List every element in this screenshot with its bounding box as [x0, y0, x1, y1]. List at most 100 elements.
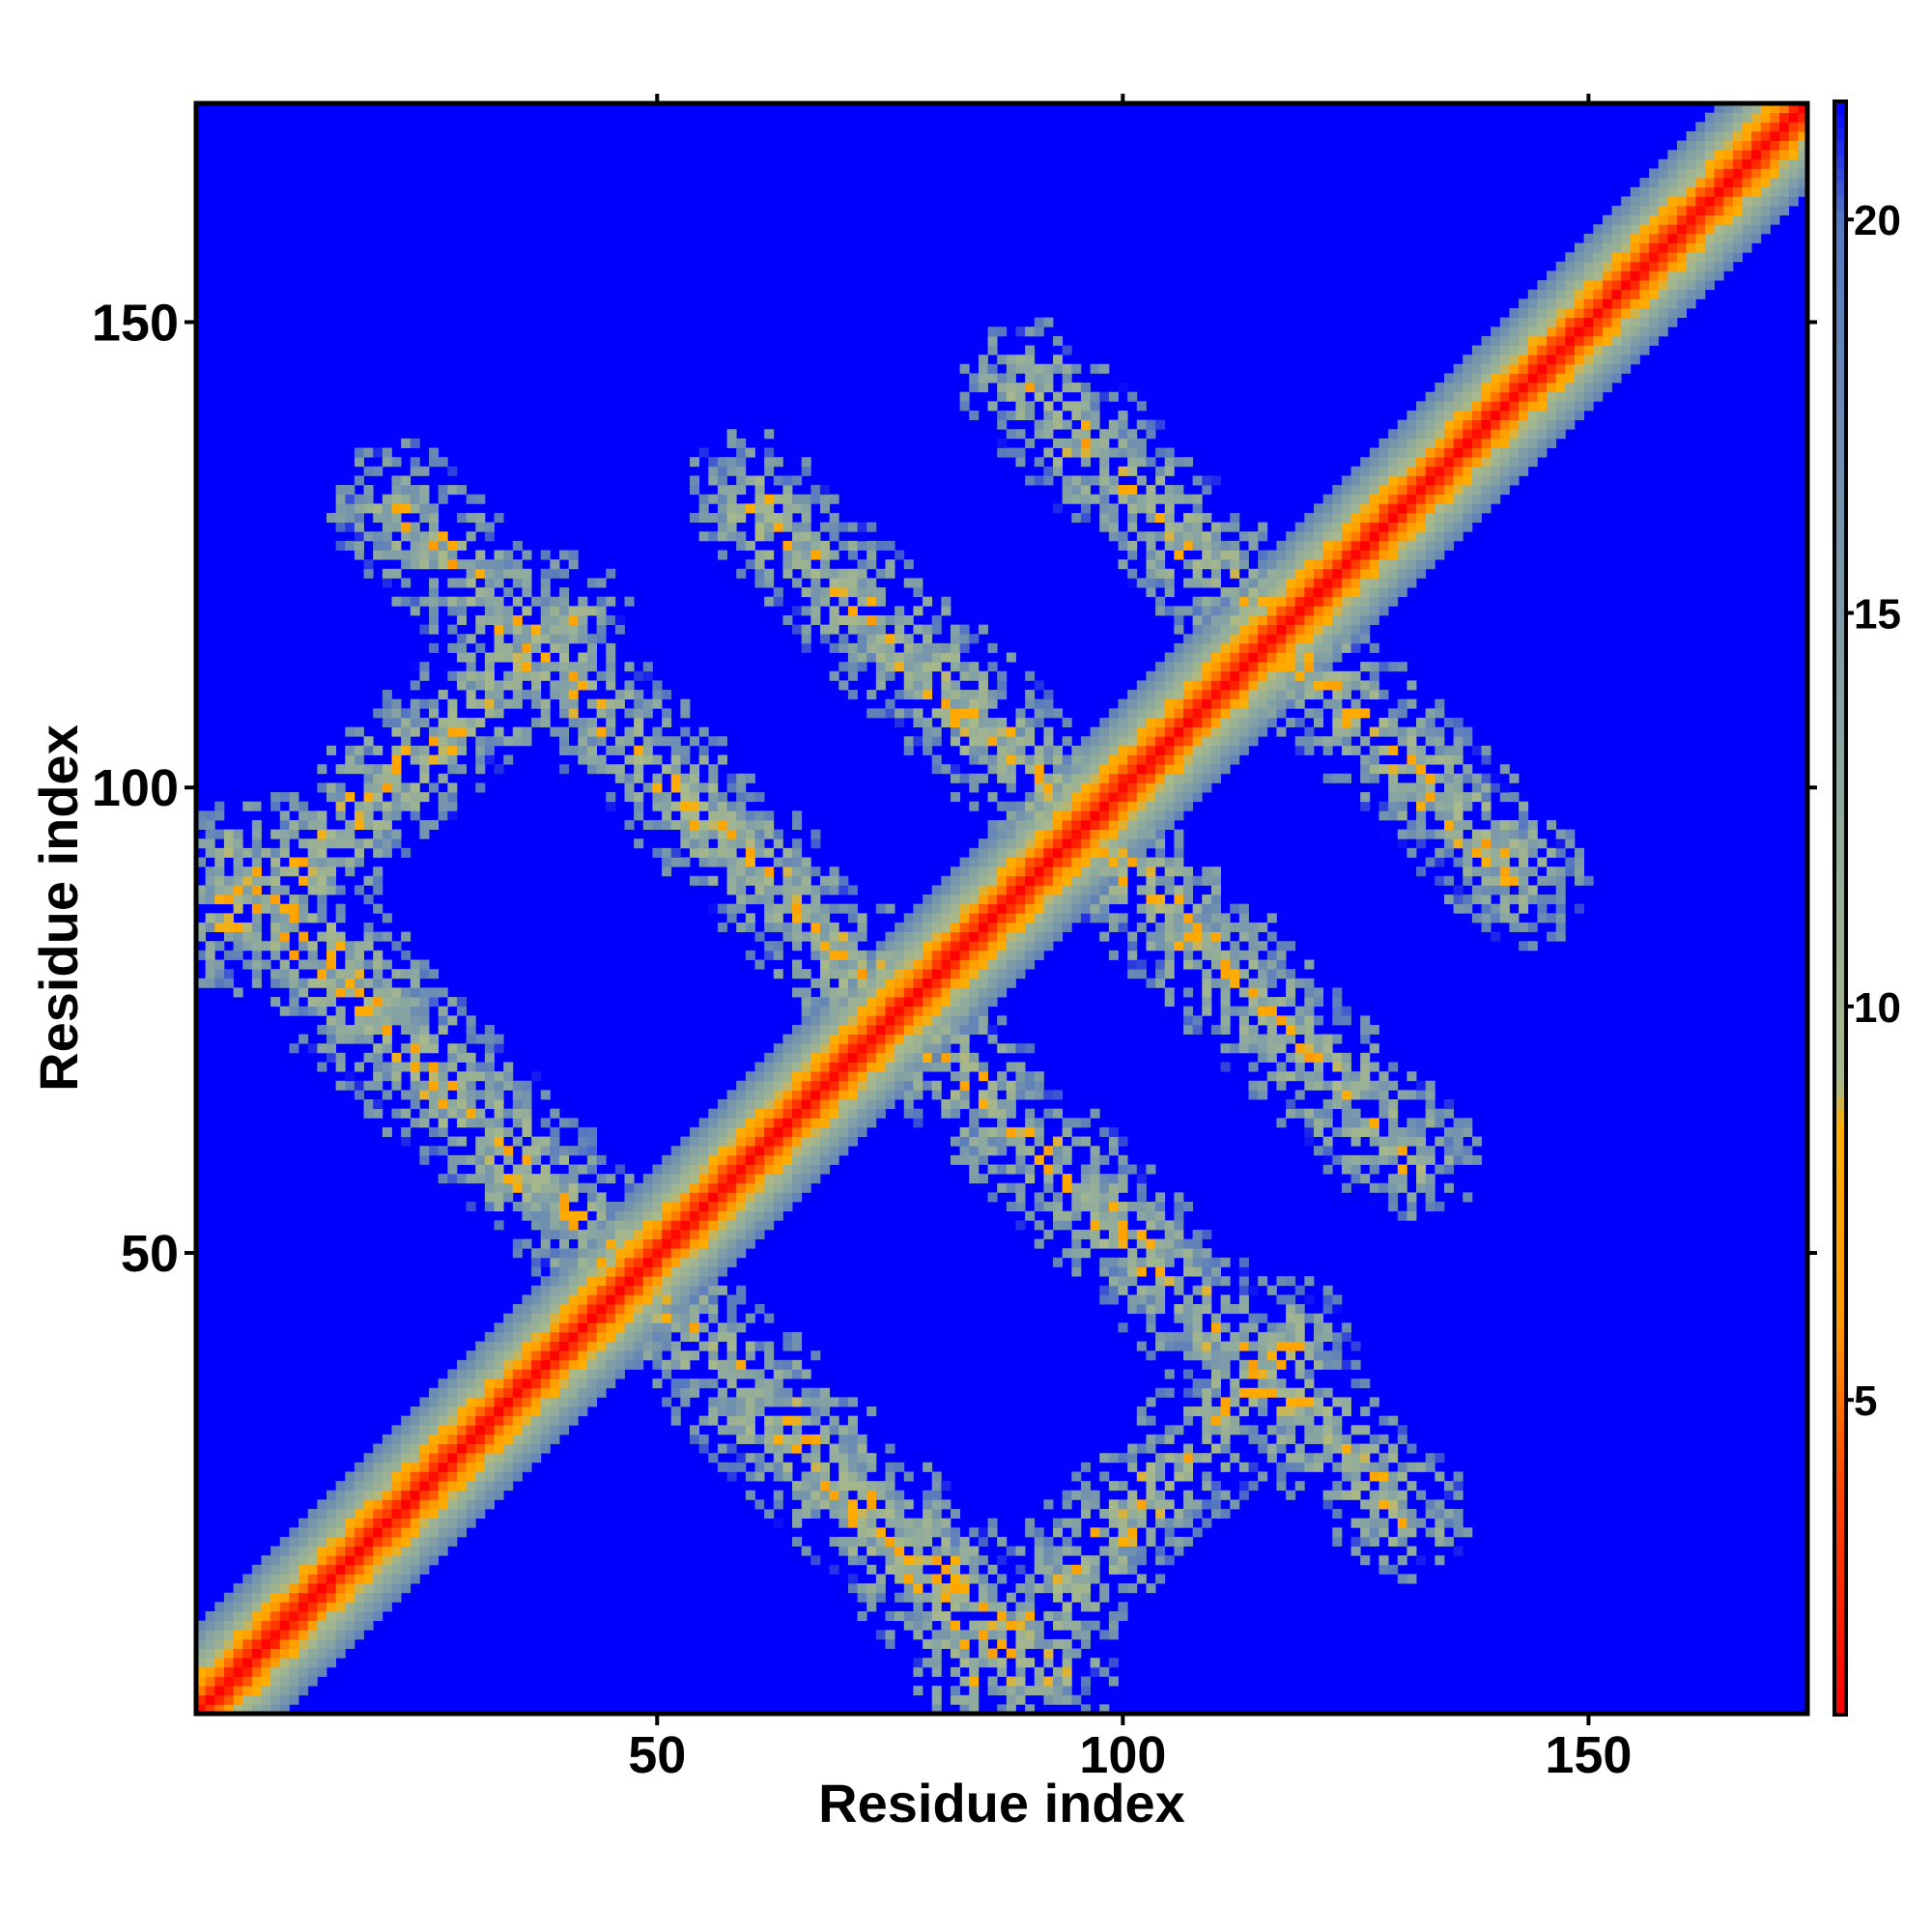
heatmap-cell — [1006, 903, 1016, 914]
heatmap-cell — [1146, 867, 1156, 877]
heatmap-cell — [1053, 1154, 1064, 1165]
heatmap-cell — [1071, 875, 1082, 886]
heatmap-cell — [997, 847, 1008, 858]
heatmap-cell — [923, 969, 933, 980]
heatmap-cell — [1136, 1341, 1147, 1351]
heatmap-cell — [270, 997, 281, 1008]
heatmap-cell — [1136, 922, 1147, 932]
heatmap-cell — [345, 959, 355, 970]
heatmap-cell — [773, 922, 783, 932]
heatmap-cell — [810, 997, 821, 1008]
heatmap-cell — [419, 1481, 430, 1492]
heatmap-cell — [298, 1638, 309, 1649]
heatmap-cell — [923, 596, 933, 607]
heatmap-cell — [522, 624, 532, 635]
heatmap-cell — [950, 987, 961, 998]
heatmap-cell — [819, 1136, 831, 1147]
heatmap-cell — [978, 1146, 988, 1156]
heatmap-cell — [662, 764, 672, 775]
heatmap-cell — [410, 1546, 420, 1556]
heatmap-cell — [717, 1192, 727, 1203]
heatmap-cell — [680, 801, 691, 811]
heatmap-cell — [1043, 1574, 1054, 1584]
heatmap-cell — [1034, 1546, 1044, 1556]
heatmap-cell — [634, 1331, 644, 1342]
heatmap-cell — [829, 1118, 839, 1128]
heatmap-cell — [792, 959, 803, 970]
heatmap-cell — [923, 1024, 933, 1035]
heatmap-cell — [736, 475, 747, 486]
heatmap-cell — [410, 1425, 420, 1435]
heatmap-cell — [652, 1182, 663, 1193]
heatmap-cell — [531, 1322, 542, 1333]
heatmap-cell — [857, 1062, 867, 1072]
heatmap-cell — [698, 754, 709, 765]
heatmap-cell — [354, 1499, 364, 1510]
heatmap-cell — [578, 662, 588, 672]
heatmap-cell — [819, 903, 831, 914]
heatmap-cell — [708, 512, 719, 524]
heatmap-cell — [475, 1406, 486, 1417]
heatmap-cell — [1006, 652, 1016, 663]
heatmap-cell — [773, 969, 783, 980]
heatmap-cell — [867, 1006, 877, 1016]
heatmap-cell — [522, 662, 532, 672]
heatmap-cell — [596, 1276, 607, 1287]
heatmap-cell — [233, 1676, 243, 1687]
heatmap-cell — [335, 1574, 346, 1584]
heatmap-cell — [997, 857, 1008, 867]
heatmap-cell — [717, 1266, 727, 1277]
heatmap-cell — [512, 1108, 523, 1119]
heatmap-cell — [708, 1210, 719, 1221]
heatmap-cell — [1108, 829, 1119, 839]
heatmap-cell — [522, 1341, 532, 1351]
heatmap-cell — [382, 847, 392, 858]
heatmap-cell — [829, 1062, 839, 1072]
heatmap-cell — [1127, 485, 1138, 496]
heatmap-cell — [522, 1453, 532, 1463]
heatmap-cell — [484, 559, 495, 570]
heatmap-cell — [726, 1313, 737, 1323]
heatmap-cell — [895, 1490, 905, 1500]
heatmap-cell — [895, 1509, 905, 1520]
heatmap-cell — [1062, 1154, 1072, 1165]
heatmap-cell — [391, 1509, 402, 1520]
heatmap-cell — [987, 1564, 998, 1575]
heatmap-cell — [568, 1146, 579, 1156]
heatmap-cell — [792, 531, 803, 542]
heatmap-cell — [867, 690, 877, 700]
heatmap-cell — [298, 1583, 309, 1594]
heatmap-cell — [475, 512, 486, 524]
heatmap-cell — [512, 1406, 523, 1417]
heatmap-cell — [838, 568, 849, 579]
heatmap-cell — [1015, 857, 1026, 867]
heatmap-cell — [540, 1202, 551, 1212]
heatmap-cell — [540, 1238, 551, 1249]
heatmap-cell — [289, 1694, 299, 1705]
heatmap-cell — [233, 885, 243, 895]
heatmap-cell — [410, 1536, 420, 1547]
heatmap-cell — [1053, 801, 1064, 811]
heatmap-cell — [466, 1462, 476, 1472]
heatmap-cell — [484, 1350, 495, 1361]
heatmap-cell — [997, 670, 1008, 681]
heatmap-cell — [997, 773, 1008, 783]
heatmap-cell — [978, 867, 988, 877]
heatmap-cell — [512, 1080, 523, 1091]
heatmap-cell — [559, 662, 570, 672]
heatmap-cell — [522, 1434, 532, 1444]
heatmap-cell — [782, 559, 793, 570]
heatmap-cell — [596, 1331, 607, 1342]
heatmap-cell — [614, 1313, 625, 1323]
heatmap-cell — [829, 1015, 839, 1026]
heatmap-cell — [987, 736, 998, 747]
heatmap-cell — [847, 1546, 858, 1556]
heatmap-cell — [1099, 391, 1110, 402]
heatmap-cell — [596, 1154, 607, 1165]
heatmap-cell — [550, 1229, 560, 1239]
heatmap-cell — [391, 503, 402, 514]
heatmap-cell — [838, 959, 849, 970]
heatmap-cell — [1062, 1518, 1072, 1528]
heatmap-cell — [503, 652, 514, 663]
heatmap-cell — [1080, 895, 1091, 905]
